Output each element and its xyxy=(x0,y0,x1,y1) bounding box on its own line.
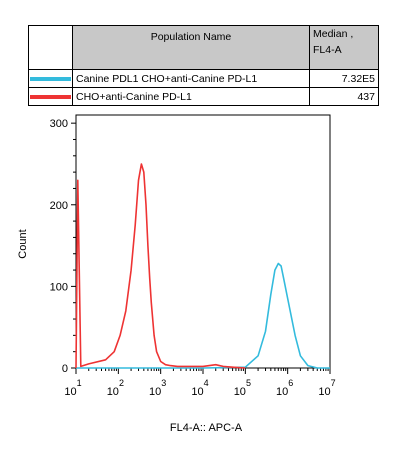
legend-header-median-line1: Median , xyxy=(313,28,354,40)
x-axis: 101 102 103 104 105 106 107 xyxy=(64,368,336,398)
x-tick-label: 107 xyxy=(318,378,335,398)
legend-header-name: Population Name xyxy=(72,25,310,70)
y-axis-label: Count xyxy=(17,229,29,258)
legend-swatch-line xyxy=(30,94,71,99)
legend-header-median-line2: FL4-A xyxy=(313,44,342,56)
x-tick-label: 106 xyxy=(276,378,293,398)
plot-frame xyxy=(75,114,331,369)
y-tick-label: 200 xyxy=(50,200,68,212)
legend-row-name: Canine PDL1 CHO+anti-Canine PD-L1 xyxy=(72,69,310,88)
legend-row-name: CHO+anti-Canine PD-L1 xyxy=(72,87,310,106)
y-tick-label: 0 xyxy=(62,363,68,375)
legend-table: Population Name Median , FL4-A Canine PDL… xyxy=(28,25,379,106)
legend-row-median: 437 xyxy=(309,87,379,106)
x-tick-label: 105 xyxy=(234,378,251,398)
x-tick-label: 103 xyxy=(149,378,166,398)
y-tick-label: 100 xyxy=(50,281,68,293)
y-tick-label: 300 xyxy=(50,118,68,130)
x-tick-label: 102 xyxy=(107,378,124,398)
legend-swatch-header xyxy=(28,25,73,70)
legend-header-median: Median , FL4-A xyxy=(309,25,379,70)
y-axis: 0 100 200 300 xyxy=(50,118,76,375)
legend-swatch-line xyxy=(30,76,71,81)
series-group xyxy=(75,163,330,369)
x-axis-label: FL4-A:: APC-A xyxy=(170,422,243,434)
series-line xyxy=(75,163,246,369)
series-line xyxy=(76,262,330,369)
x-tick-label: 104 xyxy=(191,378,208,398)
x-tick-label: 101 xyxy=(64,378,81,398)
legend-swatch-red xyxy=(28,87,73,106)
